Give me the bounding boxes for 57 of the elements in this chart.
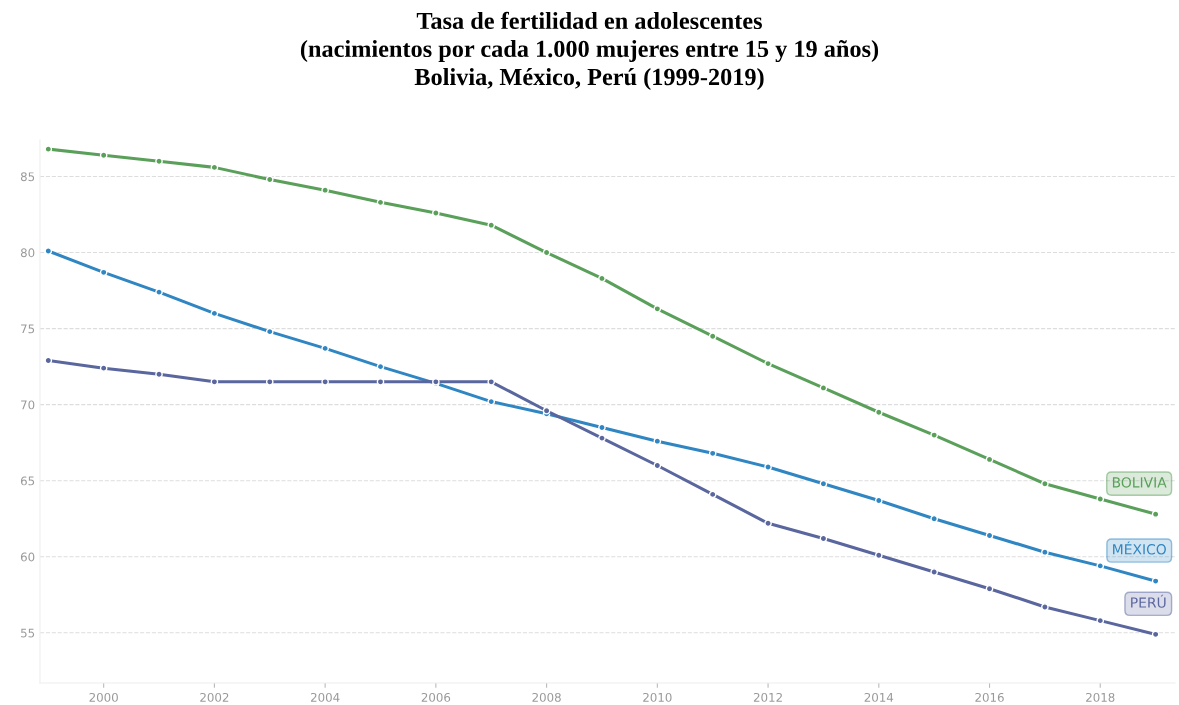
point <box>155 288 163 296</box>
point <box>874 408 883 417</box>
point <box>99 151 108 160</box>
point <box>764 359 772 368</box>
point <box>376 378 385 386</box>
point <box>1096 562 1105 570</box>
point <box>598 434 606 442</box>
point <box>708 490 717 499</box>
x-tick-label: 2006 <box>421 692 451 702</box>
y-tick-label: 80 <box>20 248 35 258</box>
point <box>819 384 828 392</box>
point <box>708 332 717 341</box>
point <box>653 305 662 313</box>
point <box>487 378 496 386</box>
point <box>99 364 108 372</box>
chart-title: Tasa de fertilidad en adolescentes (nacimientos por cada 1.000 mujeres entre 15 y 19 años) Bolivia, México, Perú (1999-2019) <box>300 11 879 91</box>
y-tick-label: 70 <box>21 400 35 410</box>
x-tick-label: 2010 <box>643 692 672 702</box>
point <box>598 274 606 283</box>
point <box>653 461 662 470</box>
point <box>542 248 551 257</box>
point <box>930 514 938 523</box>
x-tick-label: 2018 <box>1086 692 1115 702</box>
x-tick-label: 2012 <box>753 692 782 702</box>
point <box>985 584 994 593</box>
point <box>210 378 219 386</box>
y-tick-label: 65 <box>20 476 35 486</box>
series-label: BOLIVIA <box>1112 477 1167 488</box>
y-tick-label: 75 <box>21 324 35 334</box>
x-tick-label: 2000 <box>89 692 118 702</box>
x-tick-label: 2008 <box>532 692 561 702</box>
series-label: PERÚ <box>1131 594 1166 608</box>
point <box>432 209 440 217</box>
point <box>930 568 938 576</box>
point <box>44 145 53 153</box>
y-tick-label: 60 <box>20 552 35 562</box>
point <box>1096 495 1105 503</box>
point <box>653 437 662 445</box>
point <box>99 268 108 277</box>
point <box>1041 548 1049 557</box>
x-tick-label: 2002 <box>200 692 229 702</box>
point <box>265 378 274 386</box>
series-label: MÉXICO <box>1113 541 1166 555</box>
x-tick-label: 2014 <box>864 692 894 702</box>
x-tick-label: 2004 <box>310 692 340 702</box>
x-tick-label: 2016 <box>975 692 1004 702</box>
point <box>1041 479 1049 488</box>
point <box>1041 603 1049 611</box>
point <box>764 463 772 471</box>
point <box>210 309 219 318</box>
y-tick-label: 55 <box>21 628 35 638</box>
point <box>930 431 938 439</box>
point <box>321 378 329 386</box>
point <box>44 247 53 255</box>
y-tick-label: 85 <box>20 172 35 182</box>
point <box>819 479 828 488</box>
point <box>487 221 496 229</box>
